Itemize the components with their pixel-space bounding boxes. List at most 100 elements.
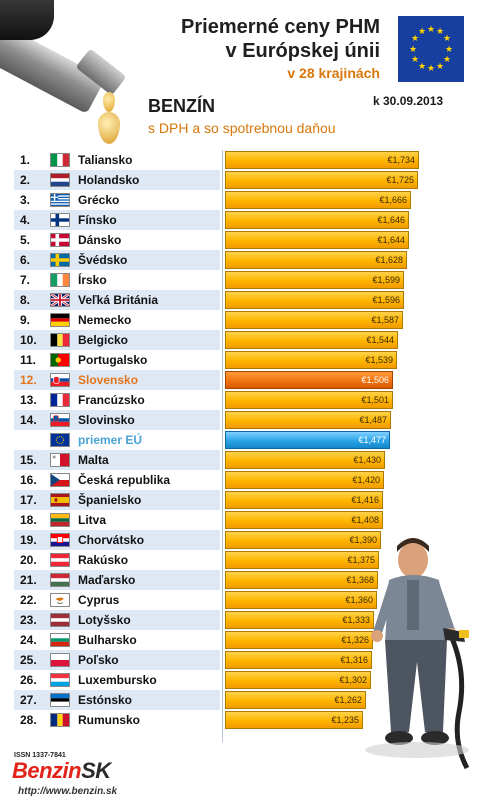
price-bar: €1,262 [225, 691, 366, 709]
country-name: Taliansko [78, 153, 133, 167]
country-name: Luxembursko [78, 673, 157, 687]
rank-label: 18. [20, 513, 37, 527]
gas-station-worker-illustration [355, 532, 475, 772]
rank-label: 26. [20, 673, 37, 687]
price-bar: €1,326 [225, 631, 373, 649]
table-row: 16. Česká republika €1,420 [14, 470, 466, 490]
country-name: Malta [78, 453, 109, 467]
country-name: Rakúsko [78, 553, 129, 567]
country-name: priemer EÚ [78, 433, 143, 447]
price-bar: €1,235 [225, 711, 363, 729]
price-bar: €1,501 [225, 391, 393, 409]
country-name: Litva [78, 513, 107, 527]
svg-text:★: ★ [411, 34, 419, 44]
country-name: Fínsko [78, 213, 117, 227]
price-value-label: €1,501 [361, 395, 389, 405]
country-name: Belgicko [78, 333, 129, 347]
croatia-flag-icon [50, 533, 70, 547]
svg-text:★: ★ [409, 45, 417, 55]
price-bar: €1,333 [225, 611, 374, 629]
hungary-flag-icon [50, 573, 70, 587]
rank-label: 13. [20, 393, 37, 407]
price-bar: €1,587 [225, 311, 403, 329]
table-row: 13. Francúzsko €1,501 [14, 390, 466, 410]
table-row: 8. Veľká Británia €1,596 [14, 290, 466, 310]
price-value-label: €1,587 [371, 315, 399, 325]
lithuania-flag-icon [50, 513, 70, 527]
table-row: 19. Chorvátsko €1,390 [14, 530, 466, 550]
country-name: Slovinsko [78, 413, 135, 427]
price-bar: €1,646 [225, 211, 409, 229]
price-bar: €1,734 [225, 151, 419, 169]
price-value-label: €1,544 [366, 335, 394, 345]
price-bar: €1,506 [225, 371, 393, 389]
price-bar: €1,416 [225, 491, 383, 509]
rank-label: 14. [20, 413, 37, 427]
price-bar: €1,420 [225, 471, 384, 489]
price-bar: €1,302 [225, 671, 371, 689]
svg-text:★: ★ [427, 25, 435, 35]
price-value-label: €1,487 [359, 415, 387, 425]
price-value-label: €1,646 [377, 215, 405, 225]
table-row: 24. Bulharsko €1,326 [14, 630, 466, 650]
table-row: 18. Litva €1,408 [14, 510, 466, 530]
country-name: Holandsko [78, 173, 140, 187]
table-row: 15. Malta €1,430 [14, 450, 466, 470]
price-bar: €1,316 [225, 651, 372, 669]
country-name: Bulharsko [78, 633, 137, 647]
price-value-label: €1,596 [372, 295, 400, 305]
price-bar: €1,539 [225, 351, 397, 369]
price-value-label: €1,599 [372, 275, 400, 285]
site-url[interactable]: http://www.benzin.sk [18, 786, 118, 797]
table-row: 10. Belgicko €1,544 [14, 330, 466, 350]
price-value-label: €1,725 [386, 175, 414, 185]
svg-text:★: ★ [436, 27, 444, 37]
luxembourg-flag-icon [50, 673, 70, 687]
romania-flag-icon [50, 713, 70, 727]
rank-label: 19. [20, 533, 37, 547]
rank-label: 7. [20, 273, 31, 287]
price-value-label: €1,262 [334, 695, 362, 705]
table-row: priemer EÚ €1,477 [14, 430, 466, 450]
country-name: Estónsko [78, 693, 133, 707]
price-bar: €1,596 [225, 291, 404, 309]
rank-label: 17. [20, 493, 37, 507]
table-row: 3. Grécko €1,666 [14, 190, 466, 210]
rank-label: 22. [20, 593, 37, 607]
country-name: Veľká Británia [78, 293, 158, 307]
rank-label: 20. [20, 553, 37, 567]
france-flag-icon [50, 393, 70, 407]
finland-flag-icon [50, 213, 70, 227]
table-row: 1. Taliansko €1,734 [14, 150, 466, 170]
country-name: Írsko [78, 273, 107, 287]
denmark-flag-icon [50, 233, 70, 247]
price-value-label: €1,539 [365, 355, 393, 365]
country-name: Lotyšsko [78, 613, 131, 627]
rank-label: 3. [20, 193, 31, 207]
price-bar: €1,430 [225, 451, 385, 469]
fuel-type-note: s DPH a so spotrebnou daňou [148, 120, 336, 136]
page-title: Priemerné ceny PHM [181, 16, 380, 38]
austria-flag-icon [50, 553, 70, 567]
svg-text:★: ★ [436, 62, 444, 72]
rank-label: 27. [20, 693, 37, 707]
table-row: 7. Írsko €1,599 [14, 270, 466, 290]
poland-flag-icon [50, 653, 70, 667]
ireland-flag-icon [50, 273, 70, 287]
country-name: Slovensko [78, 373, 139, 387]
bulgaria-flag-icon [50, 633, 70, 647]
svg-text:★: ★ [445, 45, 453, 55]
spain-flag-icon [50, 493, 70, 507]
page-title-line2: v Európskej únii [225, 40, 380, 62]
rank-label: 9. [20, 313, 31, 327]
table-row: 14. Slovinsko €1,487 [14, 410, 466, 430]
table-row: 11. Portugalsko €1,539 [14, 350, 466, 370]
price-bar: €1,360 [225, 591, 377, 609]
portugal-flag-icon [50, 353, 70, 367]
belgium-flag-icon [50, 333, 70, 347]
price-value-label: €1,506 [361, 375, 389, 385]
price-value-label: €1,368 [346, 575, 374, 585]
country-name: Španielsko [78, 493, 142, 507]
country-name: Česká republika [78, 473, 171, 487]
rank-label: 4. [20, 213, 31, 227]
